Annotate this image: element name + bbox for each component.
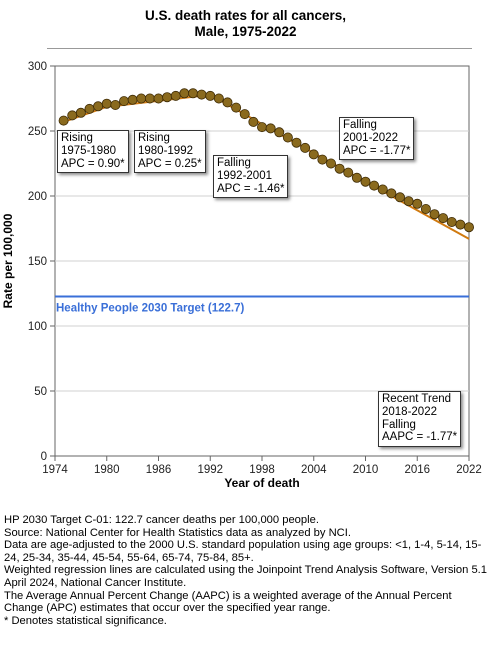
data-point xyxy=(67,110,78,121)
y-tick-label: 250 xyxy=(28,126,47,138)
footnote: * Denotes statistical significance. xyxy=(4,614,167,627)
footnote: Data are age-adjusted to the 2000 U.S. s… xyxy=(4,539,482,564)
data-point xyxy=(162,92,173,103)
trend-annotation: Falling 1992-2001 APC = -1.46* xyxy=(213,155,289,199)
annotation-line: APC = 0.25* xyxy=(138,157,202,170)
x-tick-label: 1974 xyxy=(42,464,68,476)
annotation-line: APC = -1.46* xyxy=(217,182,285,195)
data-point xyxy=(463,222,474,233)
data-point xyxy=(101,98,112,109)
footnote: HP 2030 Target C-01: 122.7 cancer deaths… xyxy=(4,514,319,526)
annotation-line: APC = -1.77* xyxy=(343,144,411,157)
data-point xyxy=(455,219,466,230)
data-point xyxy=(369,180,380,191)
annotation-line: Rising xyxy=(138,132,170,144)
data-point xyxy=(187,88,198,99)
title-divider xyxy=(47,48,472,49)
data-point xyxy=(274,127,285,138)
trend-annotation: Rising 1980-1992 APC = 0.25* xyxy=(134,130,206,174)
data-point xyxy=(256,122,267,133)
target-label: Healthy People 2030 Target (122.7) xyxy=(56,302,245,314)
data-point xyxy=(429,209,440,220)
data-point xyxy=(110,100,121,111)
chart-title: U.S. death rates for all cancers, xyxy=(144,8,347,23)
data-point xyxy=(438,213,449,224)
data-point xyxy=(58,115,69,126)
data-point xyxy=(205,90,216,101)
chart-title-block: U.S. death rates for all cancers, Male, … xyxy=(0,8,491,40)
data-point xyxy=(412,198,423,209)
data-point xyxy=(394,192,405,203)
data-point xyxy=(84,103,95,114)
data-point xyxy=(170,90,181,101)
y-tick-label: 100 xyxy=(28,321,47,333)
data-point xyxy=(213,93,224,104)
annotation-line: Recent Trend xyxy=(382,393,452,405)
data-point xyxy=(153,93,164,104)
data-point xyxy=(179,88,190,99)
annotation-line: 1992-2001 xyxy=(217,169,272,182)
x-tick-label: 2004 xyxy=(301,464,327,476)
data-point xyxy=(222,97,233,108)
data-point xyxy=(144,93,155,104)
footnote: Source: National Center for Health Stati… xyxy=(4,526,351,539)
x-tick-label: 1986 xyxy=(146,464,172,476)
data-point xyxy=(446,216,457,227)
data-point xyxy=(308,149,319,160)
data-point xyxy=(334,163,345,174)
trend-annotation: Falling 2001-2022 APC = -1.77* xyxy=(339,117,415,161)
y-tick-label: 50 xyxy=(34,386,47,398)
footnote: The Average Annual Percent Change (AAPC)… xyxy=(4,589,452,615)
annotation-line: Falling xyxy=(217,157,251,169)
data-point xyxy=(239,109,250,120)
x-tick-label: 1998 xyxy=(249,464,275,476)
x-tick-label: 1980 xyxy=(94,464,120,476)
annotation-line: Falling xyxy=(382,418,416,431)
data-point xyxy=(93,101,104,112)
annotation-line: Rising xyxy=(61,132,93,144)
annotation-line: Falling xyxy=(343,119,377,131)
data-point xyxy=(325,158,336,169)
annotation-line: AAPC = -1.77* xyxy=(382,431,458,444)
chart-subtitle: Male, 1975-2022 xyxy=(194,24,297,39)
data-point xyxy=(343,167,354,178)
y-axis-label: Rate per 100,000 xyxy=(1,213,15,308)
footnote: Weighted regression lines are calculated… xyxy=(4,564,487,589)
footnotes: HP 2030 Target C-01: 122.7 cancer deaths… xyxy=(4,514,488,627)
y-tick-label: 150 xyxy=(28,256,47,268)
data-point xyxy=(248,116,259,127)
annotation-line: 2018-2022 xyxy=(382,405,437,418)
data-point xyxy=(420,203,431,214)
x-tick-label: 2010 xyxy=(353,464,379,476)
data-point xyxy=(403,196,414,207)
data-point xyxy=(317,154,328,165)
annotation-line: APC = 0.90* xyxy=(61,157,125,170)
data-point xyxy=(196,89,207,100)
y-tick-label: 200 xyxy=(28,191,47,203)
data-point xyxy=(282,132,293,143)
trend-annotation: Rising 1975-1980 APC = 0.90* xyxy=(57,130,129,174)
x-tick-label: 2022 xyxy=(456,464,482,476)
data-point xyxy=(291,137,302,148)
annotation-line: 2001-2022 xyxy=(343,131,398,144)
x-tick-label: 1992 xyxy=(197,464,223,476)
y-tick-label: 0 xyxy=(41,451,47,463)
data-point xyxy=(119,96,130,107)
data-point xyxy=(351,172,362,183)
data-point xyxy=(136,93,147,104)
y-tick-label: 300 xyxy=(28,61,47,73)
trend-annotation: Recent Trend 2018-2022 Falling AAPC = -1.77… xyxy=(378,391,462,448)
data-point xyxy=(300,142,311,153)
data-point xyxy=(360,176,371,187)
data-point xyxy=(265,123,276,134)
x-axis-label: Year of death xyxy=(224,476,299,490)
data-point xyxy=(231,102,242,113)
data-point xyxy=(377,184,388,195)
annotation-line: 1980-1992 xyxy=(138,144,193,157)
data-point xyxy=(75,107,86,118)
annotation-line: 1975-1980 xyxy=(61,144,116,157)
data-point xyxy=(127,94,138,105)
x-tick-label: 2016 xyxy=(404,464,430,476)
data-point xyxy=(386,188,397,199)
